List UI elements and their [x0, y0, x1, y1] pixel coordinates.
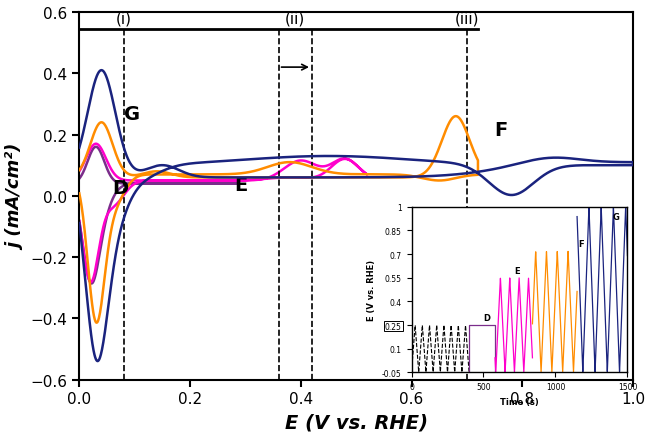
X-axis label: E (V vs. RHE): E (V vs. RHE) [285, 412, 428, 431]
Text: (ii): (ii) [285, 12, 305, 27]
Text: (iii): (iii) [454, 12, 479, 27]
Text: F: F [495, 120, 508, 139]
Text: (i): (i) [115, 12, 132, 27]
Text: G: G [124, 105, 140, 124]
Text: E: E [234, 175, 248, 194]
Text: D: D [113, 178, 128, 197]
Y-axis label: j (mA/cm²): j (mA/cm²) [7, 144, 25, 249]
